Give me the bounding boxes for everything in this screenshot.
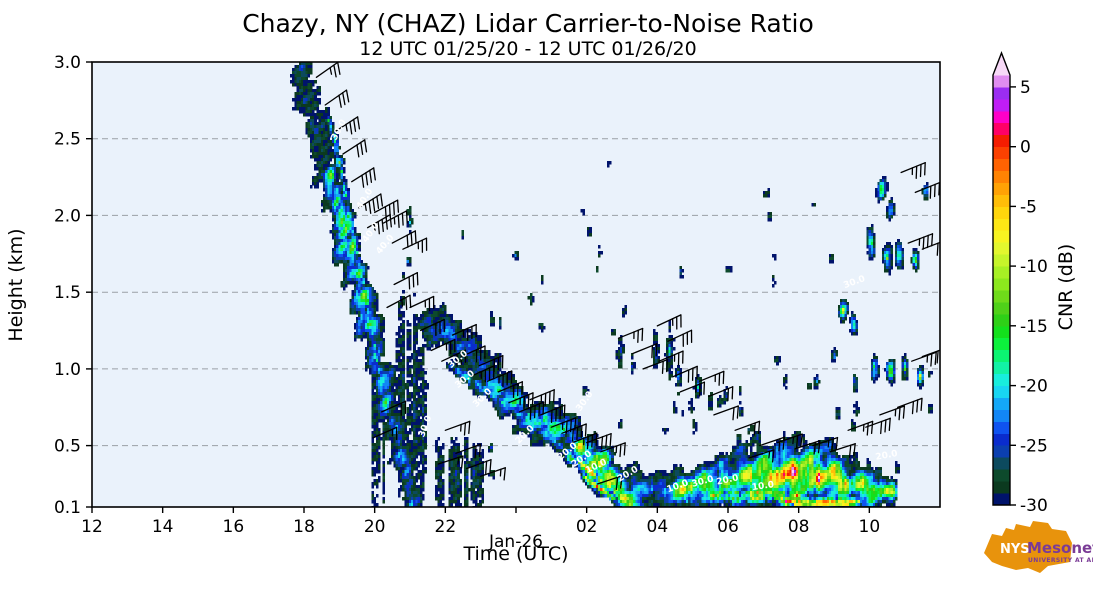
colorbar-tick-label: 5	[1020, 78, 1031, 98]
x-axis-label: Time (UTC)	[462, 543, 568, 565]
x-tick-label: 18	[293, 517, 315, 537]
contour-label: 10.0	[751, 480, 774, 493]
x-tick-label: 20	[364, 517, 386, 537]
colorbar-tick-label: 0	[1020, 138, 1031, 158]
y-tick-label: 1.0	[54, 360, 81, 380]
y-tick-label: 2.0	[54, 206, 81, 226]
x-tick-label: 02	[576, 517, 598, 537]
colorbar: 5 0 -5 -10 -15 -20 -25 -30	[992, 51, 1048, 516]
x-tick-label: 22	[435, 517, 457, 537]
y-tick-label: 3.0	[54, 53, 81, 73]
colorbar-label: CNR (dB)	[1055, 244, 1077, 331]
logo-nys-text: NYS	[1000, 542, 1030, 557]
x-tick-label: 14	[152, 517, 174, 537]
colorbar-tick-label: -30	[1020, 496, 1048, 516]
x-tick-label: 12	[81, 517, 103, 537]
contour-label: 20.0	[716, 473, 740, 487]
y-tick-label: 0.5	[54, 437, 81, 457]
y-axis-label: Height (km)	[5, 228, 27, 341]
contour-label: 20.0	[875, 449, 899, 463]
chart-subtitle: 12 UTC 01/25/20 - 12 UTC 01/26/20	[359, 38, 696, 60]
y-axis-ticks: 0.1 0.5 1.0 1.5 2.0 2.5 3.0	[54, 53, 92, 518]
x-tick-label: 10	[859, 517, 881, 537]
x-axis-ticks: 12 14 16 18 20 22 Jan-26 02 04 06 08 10	[81, 507, 880, 552]
x-tick-label: 06	[717, 517, 739, 537]
cnr-field	[290, 62, 933, 507]
x-tick-label: 04	[647, 517, 669, 537]
x-tick-label: Jan-26	[488, 532, 543, 552]
chart-title: Chazy, NY (CHAZ) Lidar Carrier-to-Noise …	[242, 9, 814, 38]
new-york-state-shape	[984, 521, 1072, 573]
x-tick-label: 08	[788, 517, 810, 537]
y-tick-label: 2.5	[54, 130, 81, 150]
colorbar-tick-label: -10	[1020, 257, 1048, 277]
wind-barbs	[315, 62, 940, 491]
colorbar-tick-label: -25	[1020, 436, 1048, 456]
colorbar-tick-label: -15	[1020, 317, 1048, 337]
colorbar-tick-label: -20	[1020, 377, 1048, 397]
y-tick-label: 1.5	[54, 283, 81, 303]
logo-university-text: UNIVERSITY AT ALBANY	[1028, 557, 1093, 564]
x-tick-label: 16	[223, 517, 245, 537]
logo-mesonet-text: Mesonet	[1027, 539, 1093, 557]
colorbar-tick-label: -5	[1020, 197, 1037, 217]
y-tick-label: 0.1	[54, 498, 81, 518]
